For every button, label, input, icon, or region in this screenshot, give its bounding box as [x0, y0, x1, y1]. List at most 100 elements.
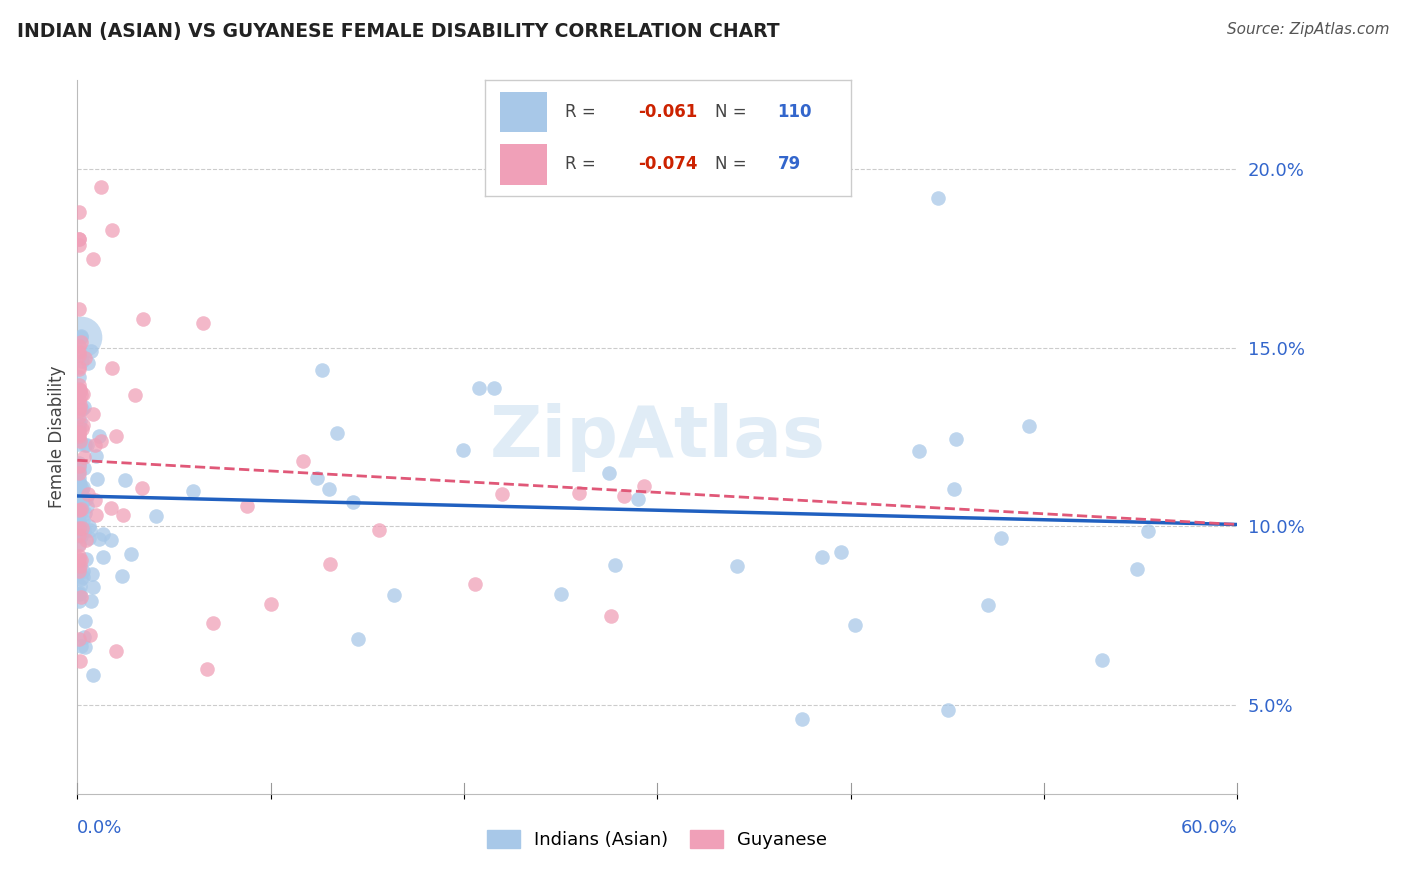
Point: [70, 501, 93, 516]
Point: [67, 518, 90, 533]
Point: [73, 351, 96, 365]
Point: [67, 339, 90, 353]
Text: 110: 110: [778, 103, 813, 121]
Point: [73, 450, 96, 465]
Point: [73, 400, 96, 414]
Point: [70, 402, 93, 417]
Point: [75, 551, 97, 566]
Point: [80, 567, 103, 582]
Point: [600, 608, 623, 623]
Point: [67, 502, 90, 516]
Text: 60.0%: 60.0%: [1181, 819, 1237, 837]
Point: [67, 404, 90, 418]
Point: [69, 558, 91, 573]
Point: [67, 522, 90, 536]
Y-axis label: Female Disability: Female Disability: [48, 366, 66, 508]
Point: [69, 384, 91, 398]
Bar: [499, 92, 547, 132]
Point: [627, 492, 650, 507]
Text: ZipAtlas: ZipAtlas: [489, 402, 825, 472]
Point: [67, 538, 90, 552]
Point: [82, 580, 104, 594]
Point: [810, 550, 832, 565]
Point: [319, 558, 342, 572]
Point: [82, 668, 104, 682]
Point: [90, 434, 112, 448]
Point: [1126, 562, 1149, 576]
Text: N =: N =: [716, 103, 752, 121]
Point: [367, 523, 389, 537]
Point: [70, 335, 93, 350]
Point: [260, 598, 283, 612]
Text: Source: ZipAtlas.com: Source: ZipAtlas.com: [1226, 22, 1389, 37]
Point: [67, 480, 90, 494]
Point: [318, 482, 340, 496]
Point: [482, 381, 505, 395]
Point: [75, 491, 97, 506]
Point: [598, 466, 620, 480]
Point: [70, 573, 93, 587]
Point: [90, 180, 111, 194]
Point: [201, 615, 224, 630]
Point: [67, 382, 90, 396]
Point: [79, 523, 101, 537]
Point: [84, 438, 107, 452]
Point: [105, 428, 128, 442]
Point: [67, 427, 90, 442]
Point: [67, 551, 90, 566]
Point: [72, 480, 94, 494]
Point: [69, 476, 91, 491]
Point: [69, 483, 91, 498]
Point: [936, 703, 959, 717]
Point: [67, 378, 90, 392]
Point: [73, 630, 96, 644]
Point: [1018, 419, 1040, 434]
Point: [307, 471, 329, 485]
Text: -0.061: -0.061: [638, 103, 697, 121]
Point: [82, 407, 104, 421]
Point: [311, 363, 333, 377]
Point: [101, 360, 124, 375]
Point: [105, 644, 127, 658]
Point: [67, 523, 90, 537]
Point: [70, 552, 93, 566]
Point: [67, 362, 90, 376]
Text: 0.0%: 0.0%: [77, 819, 122, 837]
Point: [195, 662, 218, 676]
Point: [70, 421, 93, 435]
Point: [132, 311, 155, 326]
Point: [70, 504, 93, 518]
Point: [72, 387, 94, 401]
Text: INDIAN (ASIAN) VS GUYANESE FEMALE DISABILITY CORRELATION CHART: INDIAN (ASIAN) VS GUYANESE FEMALE DISABI…: [17, 22, 779, 41]
Point: [70, 330, 93, 344]
Point: [75, 438, 97, 452]
Point: [830, 545, 852, 559]
Point: [82, 252, 104, 266]
Point: [67, 232, 90, 246]
Text: N =: N =: [716, 155, 752, 173]
Point: [347, 632, 370, 646]
Point: [75, 640, 97, 654]
Point: [111, 569, 134, 583]
Point: [131, 481, 153, 495]
Point: [67, 475, 90, 489]
Point: [70, 330, 93, 344]
Point: [942, 482, 965, 496]
Point: [67, 587, 90, 601]
Point: [69, 401, 91, 416]
Point: [114, 473, 136, 487]
Point: [326, 425, 349, 440]
Point: [67, 549, 90, 563]
Point: [990, 531, 1012, 545]
Point: [72, 564, 94, 578]
Point: [67, 566, 90, 580]
Point: [67, 393, 90, 408]
Point: [67, 458, 90, 472]
Point: [451, 442, 474, 457]
Point: [87, 532, 110, 546]
Point: [69, 499, 91, 513]
Point: [792, 712, 814, 726]
Point: [945, 432, 967, 446]
Point: [67, 205, 90, 219]
Point: [69, 639, 91, 653]
